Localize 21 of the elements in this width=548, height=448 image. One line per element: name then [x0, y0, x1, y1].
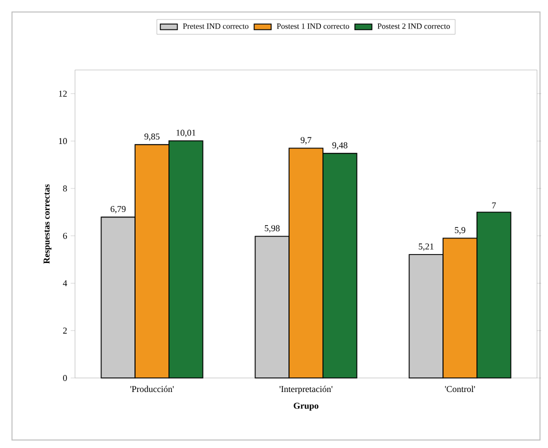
x-axis-title: Grupo [294, 402, 318, 411]
x-tick-label: 'Control' [445, 386, 475, 392]
x-tick-label: 'Interpretación' [280, 386, 332, 394]
data-label: 9,85 [144, 134, 160, 141]
data-label: 7 [492, 202, 496, 208]
data-label: 5,21 [418, 243, 434, 251]
data-label: 9,48 [332, 142, 348, 150]
y-tick-label: 8 [63, 185, 67, 192]
y-tick-label: 12 [59, 90, 67, 97]
y-axis-title: Respuestas correctas [44, 184, 52, 264]
y-tick-label: 4 [62, 280, 68, 286]
data-label: 9,7 [300, 137, 312, 144]
data-label: 5,9 [454, 227, 466, 234]
data-label: 6,79 [110, 206, 126, 214]
y-tick-label: 2 [63, 328, 67, 334]
data-label: 5,98 [264, 225, 280, 233]
y-tick-label: 0 [63, 374, 67, 382]
y-tick-label: 10 [59, 138, 67, 144]
y-tick-label: 6 [63, 232, 67, 239]
x-tick-label: 'Producción' [130, 386, 174, 392]
data-label: 10,01 [176, 130, 196, 138]
